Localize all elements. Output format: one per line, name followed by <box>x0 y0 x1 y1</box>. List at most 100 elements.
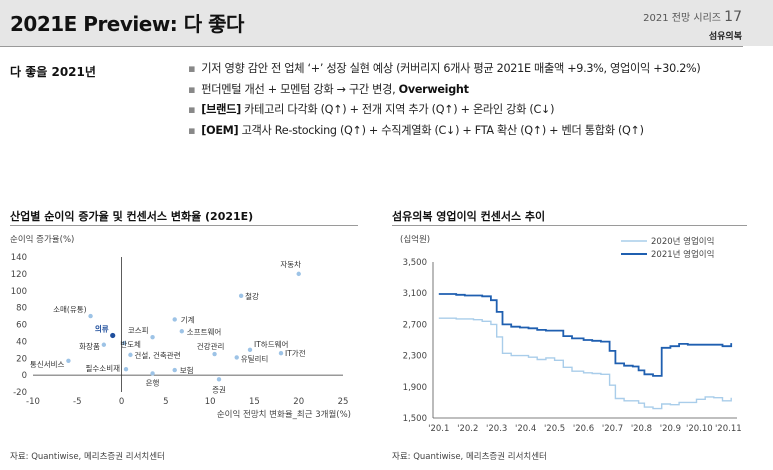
y-tick-label: 2,300 <box>403 352 427 362</box>
bullet-4: ▪ [OEM] 고객사 Re-stocking (Q↑) + 수직계열화 (C↓)… <box>188 122 758 143</box>
point-label: 소매(유통) <box>53 305 87 314</box>
bullet-bold-tail: Overweight <box>398 82 469 96</box>
scatter-point <box>172 367 177 373</box>
bullet-marker: ▪ <box>188 123 196 137</box>
report-header: 2021E Preview: 다 좋다 2021 전망 시리즈 17 섬유의복 <box>0 0 773 46</box>
y-axis-title: (십억원) <box>400 234 430 245</box>
legend-label: 2020년 영업이익 <box>651 236 714 247</box>
right-chart-divider <box>392 225 747 226</box>
header-divider <box>0 46 743 47</box>
x-tick-label: '20.9 <box>660 424 681 434</box>
x-tick-label: 0 <box>119 397 124 407</box>
point-label: 코스피 <box>128 326 149 335</box>
x-tick-label: '20.4 <box>515 424 536 434</box>
point-label: IT가전 <box>285 348 306 358</box>
scatter-point <box>110 332 116 339</box>
bullet-3: ▪ [브랜드] 카테고리 다각화 (Q↑) + 전개 지역 추가 (Q↑) + 온… <box>188 101 758 122</box>
summary-label: 다 좋을 2021년 <box>10 65 96 79</box>
point-label: 건강관리 <box>197 341 225 351</box>
left-chart-divider <box>10 225 358 226</box>
bullet-marker: ▪ <box>188 62 196 75</box>
scatter-point <box>278 350 284 356</box>
x-tick-label: 10 <box>205 397 216 407</box>
right-chart-title: 섬유의복 영업이익 컨센서스 추이 <box>392 210 546 223</box>
page-title: 2021E Preview: 다 좋다 <box>10 12 244 36</box>
point-label: 은행 <box>146 377 160 387</box>
point-label: 자동차 <box>280 260 301 269</box>
y-tick-label: -20 <box>13 388 27 398</box>
left-chart-source: 자료: Quantiwise, 메리츠증권 리서치센터 <box>10 452 165 462</box>
scatter-point <box>122 340 127 346</box>
summary-bullets: ▪ 기저 영향 감안 전 업체 ‘+’ 성장 실현 예상 (커버리지 6개사 평균… <box>188 60 758 142</box>
scatter-point <box>123 367 129 372</box>
line-chart: (십억원) 1,500 1,900 2,300 2,700 3,100 3,500 '20.1… <box>400 234 742 434</box>
point-label: 유틸리티 <box>241 354 269 363</box>
scatter-point <box>234 355 239 360</box>
scatter-point <box>238 293 244 299</box>
point-label: IT하드웨어 <box>254 339 288 349</box>
bullet-bold: [OEM] <box>201 123 239 137</box>
series-line <box>438 317 732 410</box>
scatter-point <box>128 352 133 358</box>
x-tick-label: 5 <box>163 397 168 407</box>
y-tick-label: 40 <box>16 337 27 347</box>
y-tick-label: 60 <box>16 321 27 331</box>
bullet-text: 펀더멘털 개선 + 모멘텀 강화 → 구간 변경, <box>201 82 399 96</box>
x-tick-label: 25 <box>338 397 349 407</box>
y-tick-label: 2,700 <box>403 320 427 330</box>
scatter-point <box>172 317 177 322</box>
left-chart-title: 산업별 순이익 증가율 및 컨센서스 변화율 (2021E) <box>10 210 254 223</box>
y-tick-label: 1,900 <box>403 383 427 393</box>
point-label: 반도체 <box>120 339 141 349</box>
x-tick-label: 20 <box>293 397 304 407</box>
x-tick-label: -5 <box>73 397 81 407</box>
bullet-marker: ▪ <box>188 103 196 116</box>
series-label: 2021 전망 시리즈 17 <box>643 9 742 25</box>
scatter-point <box>212 351 217 357</box>
x-tick-label: '20.3 <box>486 424 507 434</box>
bullet-2: ▪ 펀더멘털 개선 + 모멘텀 강화 → 구간 변경, Overweight <box>188 81 758 102</box>
point-label: 소프트웨어 <box>187 326 222 336</box>
point-label: 의류 <box>95 323 109 333</box>
bullet-text: 카테고리 다각화 (Q↑) + 전개 지역 추가 (Q↑) + 온라인 강화 (… <box>240 103 555 116</box>
point-label: 철강 <box>245 291 259 301</box>
scatter-point <box>150 334 155 340</box>
point-label: 기계 <box>181 314 195 324</box>
scatter-point <box>179 329 184 334</box>
bullet-text: 기저 영향 감안 전 업체 ‘+’ 성장 실현 예상 (커버리지 6개사 평균 … <box>201 62 701 75</box>
section-label: 섬유의복 <box>708 32 742 42</box>
y-tick-label: 3,100 <box>403 289 427 299</box>
legend-label: 2021년 영업이익 <box>651 249 714 260</box>
y-tick-label: 0 <box>22 371 27 381</box>
point-label: 화장품 <box>79 341 100 351</box>
x-tick-label: '20.6 <box>573 424 594 434</box>
bullet-1: ▪ 기저 영향 감안 전 업체 ‘+’ 성장 실현 예상 (커버리지 6개사 평균… <box>188 60 758 81</box>
right-chart-source: 자료: Quantiwise, 메리츠증권 리서치센터 <box>392 452 547 462</box>
point-label: 증권 <box>212 385 226 394</box>
y-tick-label: 120 <box>11 270 27 280</box>
x-tick-label: 15 <box>249 397 260 407</box>
scatter-point <box>216 377 222 382</box>
x-tick-label: '20.8 <box>631 424 652 434</box>
y-tick-label: 80 <box>16 304 27 314</box>
series-line <box>438 293 733 377</box>
point-label: 필수소비재 <box>86 363 121 373</box>
y-tick-label: 1,500 <box>403 414 427 424</box>
y-tick-label: 140 <box>11 253 27 263</box>
x-tick-label: '20.5 <box>544 424 565 434</box>
y-axis-title: 순이익 증가율(%) <box>10 234 74 245</box>
scatter-point <box>66 358 71 363</box>
series-number: 17 <box>724 9 742 25</box>
scatter-point <box>101 342 107 347</box>
scatter-point <box>247 347 253 353</box>
y-tick-label: 20 <box>16 354 27 364</box>
point-label: 건설, 건축관련 <box>134 350 180 360</box>
y-tick-label: 3,500 <box>403 258 427 268</box>
x-axis-title: 순이익 전망치 변화율_최근 3개월(%) <box>217 409 351 420</box>
y-tick-label: 100 <box>11 287 27 297</box>
x-tick-label: '20.7 <box>602 424 623 434</box>
point-label: 보험 <box>180 366 194 375</box>
scatter-point <box>88 313 93 319</box>
scatter-point <box>296 271 301 277</box>
bullet-marker: ▪ <box>188 82 196 96</box>
